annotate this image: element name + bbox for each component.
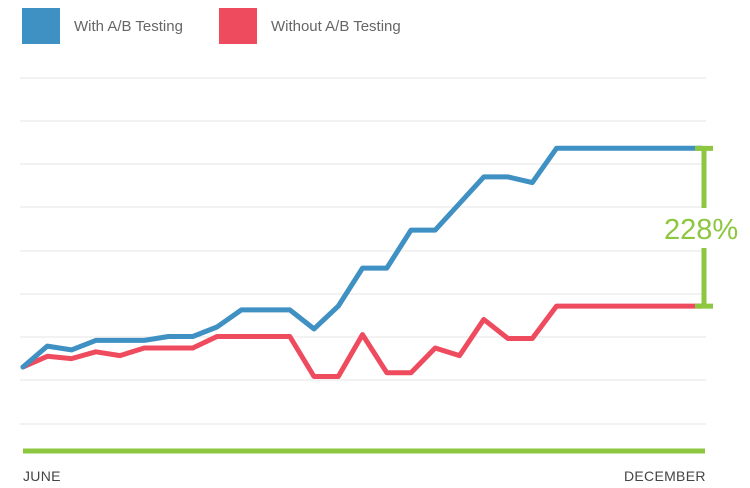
annotation-label-228: 228% xyxy=(664,214,738,246)
x-tick-label-december: DECEMBER xyxy=(624,468,706,484)
x-tick-label-june: JUNE xyxy=(23,468,61,484)
legend-swatch-red xyxy=(218,8,257,44)
legend-item-with-ab: With A/B Testing xyxy=(22,8,183,44)
legend: With A/B Testing Without A/B Testing xyxy=(22,8,437,44)
legend-label-with-ab: With A/B Testing xyxy=(74,17,183,35)
legend-item-without-ab: Without A/B Testing xyxy=(218,8,401,44)
legend-label-without-ab: Without A/B Testing xyxy=(270,17,401,35)
legend-swatch-blue xyxy=(22,8,60,44)
